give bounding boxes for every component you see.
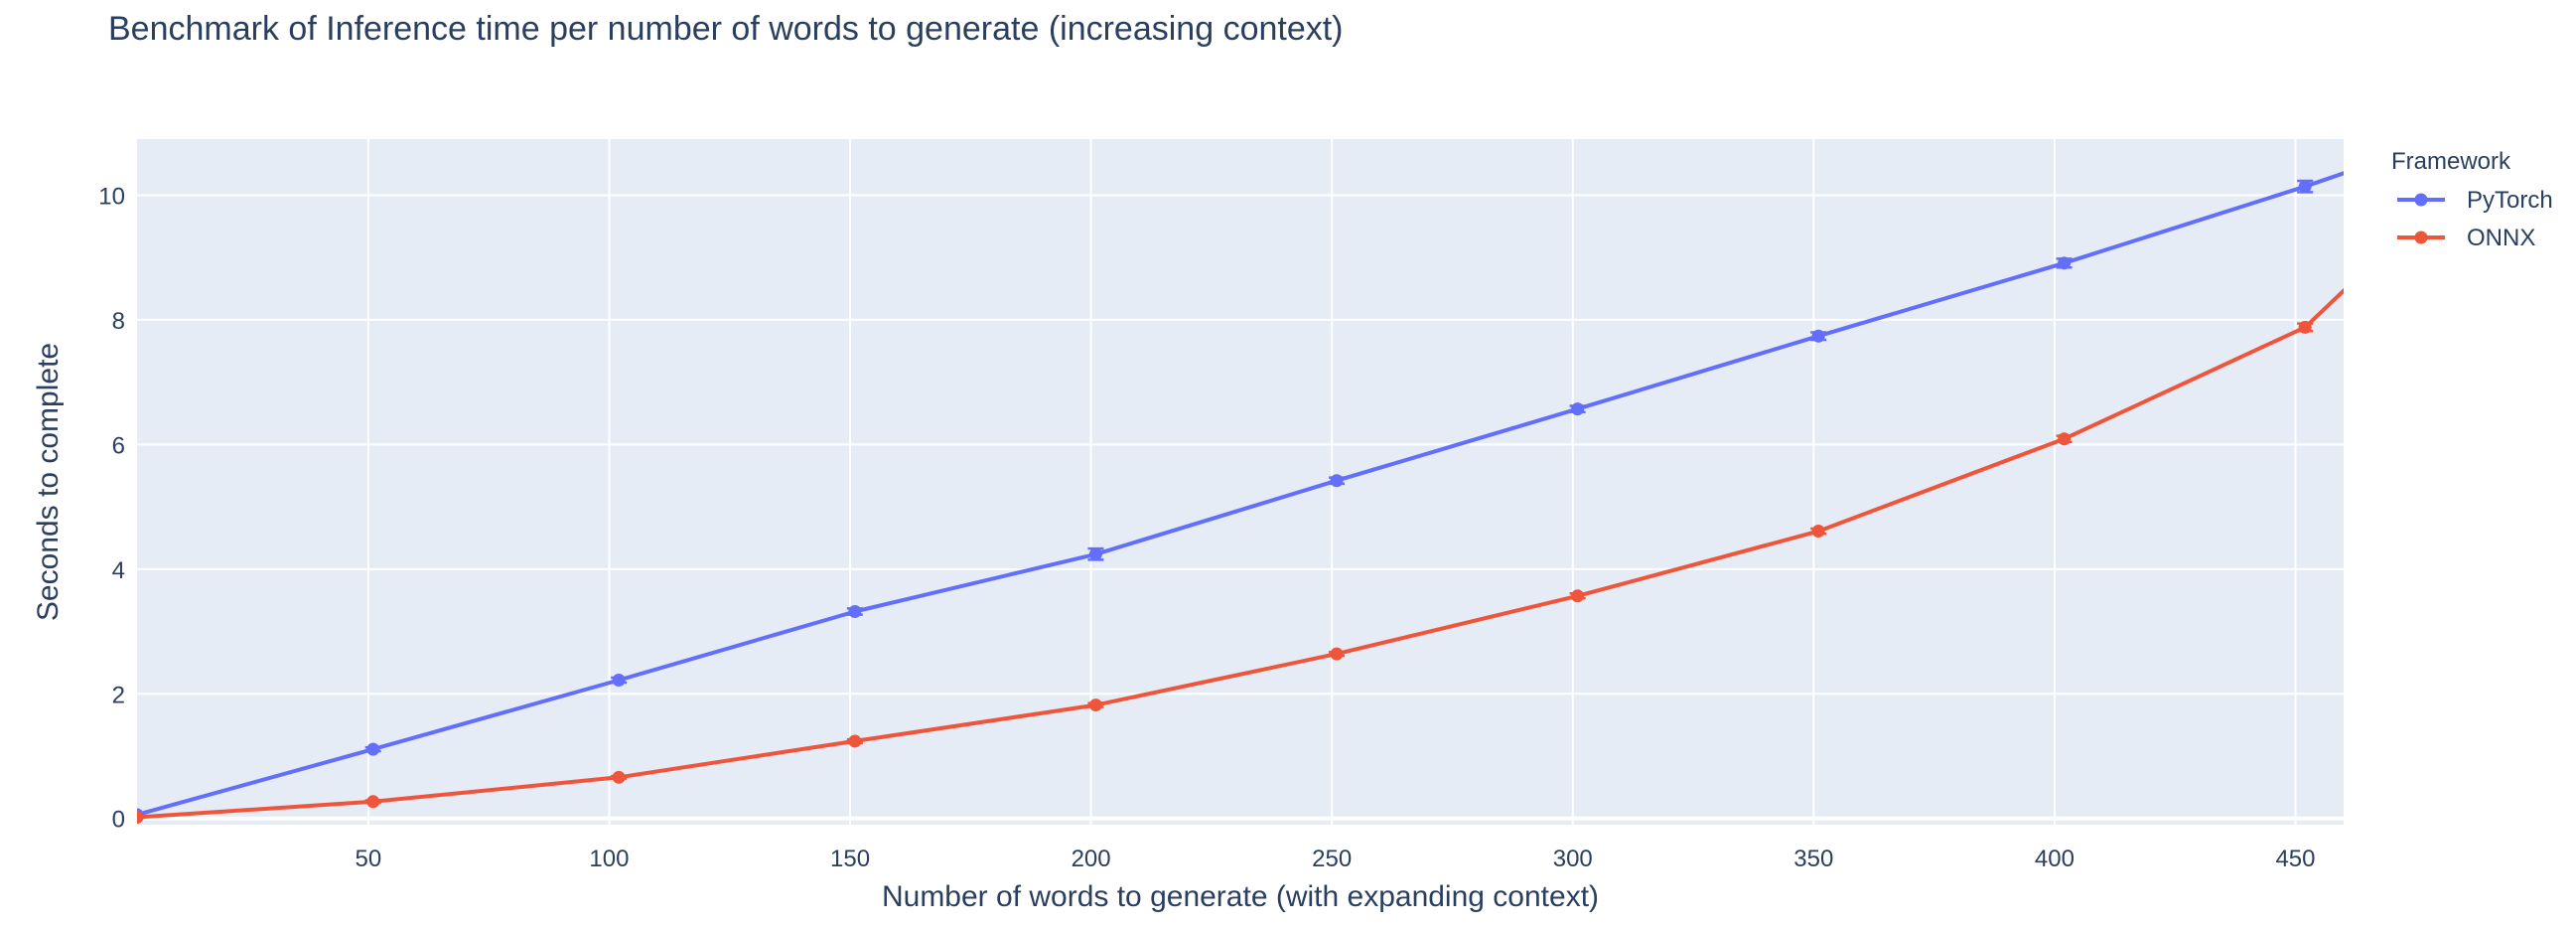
x-tick-label: 300 xyxy=(1553,846,1593,872)
series-onnx xyxy=(137,238,2398,824)
legend-item-onnx[interactable]: ONNX xyxy=(2397,225,2535,251)
data-point xyxy=(366,742,380,756)
series-pytorch xyxy=(137,171,2344,822)
data-point xyxy=(1811,329,1825,343)
y-axis-title: Seconds to complete xyxy=(32,343,65,621)
data-point xyxy=(848,734,862,748)
legend-label: ONNX xyxy=(2467,225,2535,251)
legend-item-pytorch[interactable]: PyTorch xyxy=(2397,187,2553,214)
x-tick-label: 250 xyxy=(1312,846,1352,872)
data-point xyxy=(1330,474,1344,488)
y-axis-ticks: 0 2 4 6 8 10 xyxy=(98,183,125,833)
data-point xyxy=(2058,432,2072,446)
grid-lines xyxy=(137,139,2344,825)
y-tick-label: 4 xyxy=(112,557,125,584)
legend-marker xyxy=(2414,193,2428,207)
data-point xyxy=(1571,589,1585,603)
data-point xyxy=(1811,525,1825,539)
data-point xyxy=(1088,698,1102,712)
x-tick-label: 50 xyxy=(356,846,382,872)
y-tick-label: 8 xyxy=(112,308,125,335)
data-point xyxy=(848,604,862,618)
y-tick-label: 6 xyxy=(112,432,125,459)
data-point xyxy=(137,810,144,824)
x-axis-ticks: 50 100 150 200 250 300 350 400 450 xyxy=(356,846,2316,872)
data-point xyxy=(1571,402,1585,416)
x-tick-label: 400 xyxy=(2035,846,2075,872)
legend-label: PyTorch xyxy=(2467,187,2553,214)
x-tick-label: 150 xyxy=(830,846,870,872)
data-point xyxy=(1088,547,1102,561)
y-tick-label: 2 xyxy=(112,682,125,708)
data-point xyxy=(2058,256,2072,270)
x-tick-label: 350 xyxy=(1793,846,1833,872)
data-point xyxy=(2298,180,2312,194)
data-point xyxy=(1330,647,1344,661)
legend-marker xyxy=(2414,231,2428,244)
x-tick-label: 200 xyxy=(1072,846,1111,872)
data-point xyxy=(2298,320,2312,334)
data-point xyxy=(612,770,626,784)
x-tick-label: 100 xyxy=(589,846,629,872)
x-axis-title: Number of words to generate (with expand… xyxy=(882,880,1599,913)
data-point xyxy=(366,795,380,809)
chart-title: Benchmark of Inference time per number o… xyxy=(108,10,1344,48)
y-tick-label: 0 xyxy=(112,807,125,834)
x-tick-label: 450 xyxy=(2275,846,2315,872)
data-point xyxy=(612,673,626,687)
legend: Framework PyTorch ONNX xyxy=(2391,148,2553,251)
legend-title: Framework xyxy=(2391,148,2511,175)
data-point xyxy=(2385,238,2398,251)
y-tick-label: 10 xyxy=(98,183,125,210)
series-layer xyxy=(137,171,2398,824)
